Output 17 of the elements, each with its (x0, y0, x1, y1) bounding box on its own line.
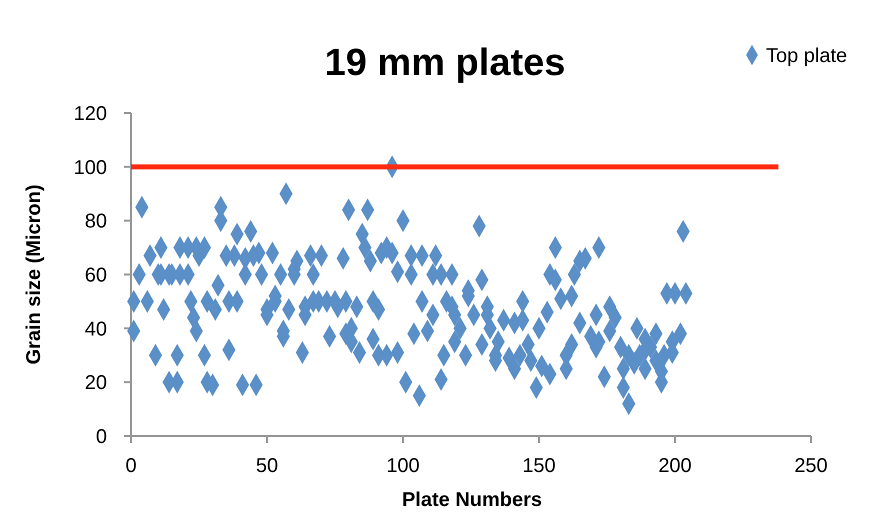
x-axis-title: Plate Numbers (402, 489, 542, 511)
x-tick-label: 100 (386, 455, 420, 477)
x-tick-label: 200 (658, 455, 692, 477)
y-tick-label: 100 (74, 156, 107, 179)
x-tick-label: 150 (522, 455, 556, 477)
x-tick-label: 50 (256, 455, 278, 477)
y-tick-label: 20 (84, 372, 107, 394)
y-axis-title: Grain size (Micron) (23, 184, 45, 365)
y-tick-label: 40 (84, 318, 107, 340)
x-tick-label: 250 (794, 455, 828, 477)
y-tick-label: 120 (74, 103, 107, 125)
x-tick-label: 0 (125, 455, 137, 477)
legend-label: Top plate (766, 45, 848, 67)
chart-title: 19 mm plates (324, 42, 566, 84)
y-tick-label: 80 (84, 210, 107, 233)
y-tick-label: 0 (96, 426, 107, 448)
y-tick-label: 60 (84, 264, 107, 286)
